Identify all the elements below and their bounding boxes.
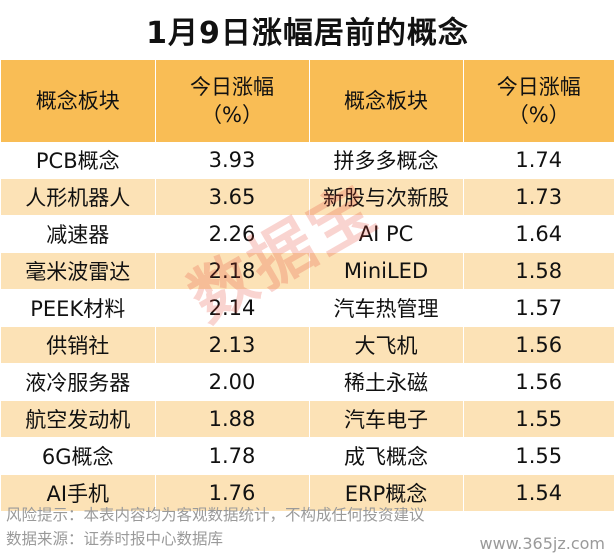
change-value-cell: 2.18 — [155, 252, 310, 290]
header-change-right: 今日涨幅 （%） — [463, 60, 614, 142]
risk-note: 风险提示：本表内容均为客观数据统计，不构成任何投资建议 — [6, 506, 425, 524]
change-value-cell: 1.78 — [155, 437, 310, 475]
table-header: 概念板块 今日涨幅 （%） 概念板块 今日涨幅 （%） — [1, 60, 614, 142]
table-row: 毫米波雷达 2.18 MiniLED 1.58 — [1, 252, 614, 290]
change-value-cell: 1.55 — [463, 400, 614, 438]
table-row: 液冷服务器 2.00 稀土永磁 1.56 — [1, 363, 614, 401]
table-body: PCB概念 3.93 拼多多概念 1.74 人形机器人 3.65 新股与次新股 1.73 减速器… — [1, 142, 614, 512]
concept-name-cell: 成飞概念 — [309, 437, 464, 475]
concept-name-cell: 稀土永磁 — [309, 363, 464, 401]
table-row: 航空发动机 1.88 汽车电子 1.55 — [1, 400, 614, 438]
change-value-cell: 1.56 — [463, 363, 614, 401]
change-value-cell: 2.14 — [155, 289, 310, 327]
change-value-cell: 1.73 — [463, 178, 614, 216]
table-row: AI手机 1.76 ERP概念 1.54 — [1, 474, 614, 512]
table-row: 人形机器人 3.65 新股与次新股 1.73 — [1, 178, 614, 216]
change-value-cell: 1.64 — [463, 215, 614, 253]
change-value-cell: 3.65 — [155, 178, 310, 216]
concept-name-cell: 毫米波雷达 — [1, 252, 156, 290]
footer-notes: 风险提示：本表内容均为客观数据统计，不构成任何投资建议 数据来源：证券时报中心数… — [6, 503, 425, 551]
change-value-cell: 2.13 — [155, 326, 310, 364]
concept-name-cell: 汽车电子 — [309, 400, 464, 438]
site-watermark: www.365jz.com — [479, 534, 605, 553]
change-value-cell: 2.00 — [155, 363, 310, 401]
change-value-cell: 1.88 — [155, 400, 310, 438]
header-change-right-line2: （%） — [507, 103, 570, 127]
header-change-left-line2: （%） — [201, 103, 263, 127]
concept-name-cell: ERP概念 — [309, 474, 464, 512]
change-value-cell: 1.56 — [463, 326, 614, 364]
concept-name-cell: 人形机器人 — [1, 178, 156, 216]
concept-name-cell: 汽车热管理 — [309, 289, 464, 327]
table-row: PEEK材料 2.14 汽车热管理 1.57 — [1, 289, 614, 327]
concept-name-cell: 航空发动机 — [1, 400, 156, 438]
concept-name-cell: AI手机 — [1, 474, 156, 512]
page-title: 1月9日涨幅居前的概念 — [146, 16, 469, 51]
concept-gain-table: 概念板块 今日涨幅 （%） 概念板块 今日涨幅 （%） PCB概念 3.93 拼多多… — [1, 60, 614, 512]
table-row: 6G概念 1.78 成飞概念 1.55 — [1, 437, 614, 475]
concept-name-cell: PCB概念 — [1, 142, 156, 179]
source-note: 数据来源：证券时报中心数据库 — [6, 530, 224, 548]
concept-name-cell: MiniLED — [309, 252, 464, 290]
concept-name-cell: 6G概念 — [1, 437, 156, 475]
concept-name-cell: 减速器 — [1, 215, 156, 253]
change-value-cell: 1.58 — [463, 252, 614, 290]
table-row: 减速器 2.26 AI PC 1.64 — [1, 215, 614, 253]
change-value-cell: 1.74 — [463, 142, 614, 179]
concept-name-cell: 液冷服务器 — [1, 363, 156, 401]
header-change-left-line1: 今日涨幅 — [190, 74, 274, 99]
concept-name-cell: 大飞机 — [309, 326, 464, 364]
header-concept-right: 概念板块 — [309, 60, 464, 142]
concept-name-cell: 拼多多概念 — [309, 142, 464, 179]
header-change-left: 今日涨幅 （%） — [155, 60, 310, 142]
change-value-cell: 1.55 — [463, 437, 614, 475]
header-concept-left: 概念板块 — [1, 60, 156, 142]
header-change-right-line1: 今日涨幅 — [496, 74, 581, 99]
table-row: 供销社 2.13 大飞机 1.56 — [1, 326, 614, 364]
change-value-cell: 1.54 — [463, 474, 614, 512]
change-value-cell: 3.93 — [155, 142, 310, 179]
concept-name-cell: AI PC — [309, 215, 464, 253]
concept-name-cell: PEEK材料 — [1, 289, 156, 327]
change-value-cell: 2.26 — [155, 215, 310, 253]
concept-name-cell: 新股与次新股 — [309, 178, 464, 216]
concept-name-cell: 供销社 — [1, 326, 156, 364]
table-row: PCB概念 3.93 拼多多概念 1.74 — [1, 142, 614, 179]
change-value-cell: 1.57 — [463, 289, 614, 327]
change-value-cell: 1.76 — [155, 474, 310, 512]
